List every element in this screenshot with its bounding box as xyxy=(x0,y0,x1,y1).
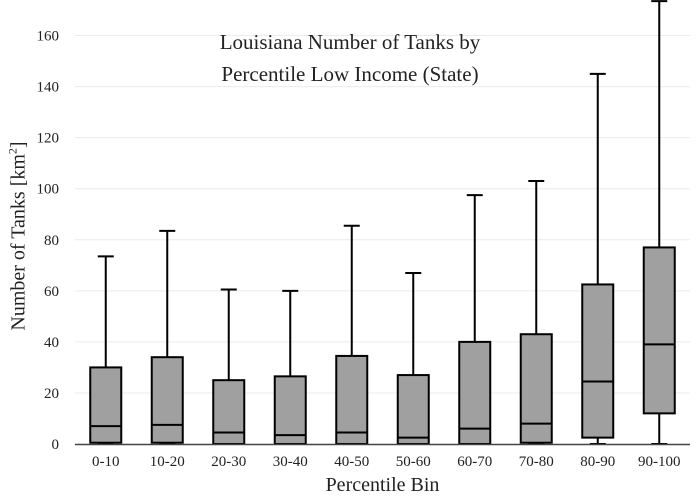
box-iqr xyxy=(150,356,184,444)
box-30-40 xyxy=(273,289,307,445)
y-tick-label: 0 xyxy=(52,437,60,453)
y-axis-ticks: 0 20 40 60 80 100 120 140 160 xyxy=(37,29,60,453)
box-iqr xyxy=(396,374,430,445)
y-tick-label: 140 xyxy=(37,80,60,96)
y-tick-label: 160 xyxy=(37,29,60,45)
y-tick-label: 40 xyxy=(44,335,59,351)
y-axis-label-superscript: 2 xyxy=(5,148,20,155)
box-20-30 xyxy=(212,288,246,446)
y-tick-label: 80 xyxy=(44,233,59,249)
y-axis-label: Number of Tanks [km2] xyxy=(6,141,31,330)
box-80-90 xyxy=(581,72,615,445)
box-90-100 xyxy=(642,0,676,445)
chart-title-line-1: Louisiana Number of Tanks by xyxy=(219,30,481,54)
y-tick-label: 60 xyxy=(44,284,59,300)
box-iqr xyxy=(519,333,553,444)
box-10-20 xyxy=(150,229,184,445)
y-tick-label: 20 xyxy=(44,386,59,402)
box-iqr xyxy=(458,340,492,445)
box-iqr xyxy=(581,283,615,439)
y-axis-label-suffix: ] xyxy=(7,141,30,149)
chart-title-line-2: Percentile Low Income (State) xyxy=(221,62,479,86)
x-tick-label: 20-30 xyxy=(211,454,246,470)
x-axis-label: Percentile Bin xyxy=(325,474,440,496)
x-tick-label: 30-40 xyxy=(273,454,308,470)
box-plots xyxy=(89,0,676,446)
box-iqr xyxy=(212,379,246,446)
x-tick-label: 10-20 xyxy=(150,454,185,470)
x-axis-ticks: 0-10 10-20 20-30 30-40 40-50 50-60 60-70 70-80 8… xyxy=(92,454,681,470)
x-tick-label: 80-90 xyxy=(580,454,615,470)
x-tick-label: 60-70 xyxy=(457,454,492,470)
box-iqr xyxy=(273,375,307,445)
y-axis-label-text: Number of Tanks [km xyxy=(7,154,30,331)
x-tick-label: 50-60 xyxy=(396,454,431,470)
box-40-50 xyxy=(335,224,369,445)
y-tick-label: 120 xyxy=(37,131,60,147)
box-50-60 xyxy=(396,271,430,445)
box-iqr xyxy=(335,354,369,445)
box-0-10 xyxy=(89,255,123,445)
x-tick-label: 70-80 xyxy=(519,454,554,470)
x-tick-label: 0-10 xyxy=(92,454,120,470)
y-tick-label: 100 xyxy=(37,182,60,198)
box-60-70 xyxy=(458,194,492,445)
box-iqr xyxy=(89,366,123,444)
x-tick-label: 40-50 xyxy=(334,454,369,470)
x-tick-label: 90-100 xyxy=(638,454,681,470)
box-iqr xyxy=(642,246,676,415)
grid-lines xyxy=(75,35,690,394)
box-70-80 xyxy=(519,180,553,445)
